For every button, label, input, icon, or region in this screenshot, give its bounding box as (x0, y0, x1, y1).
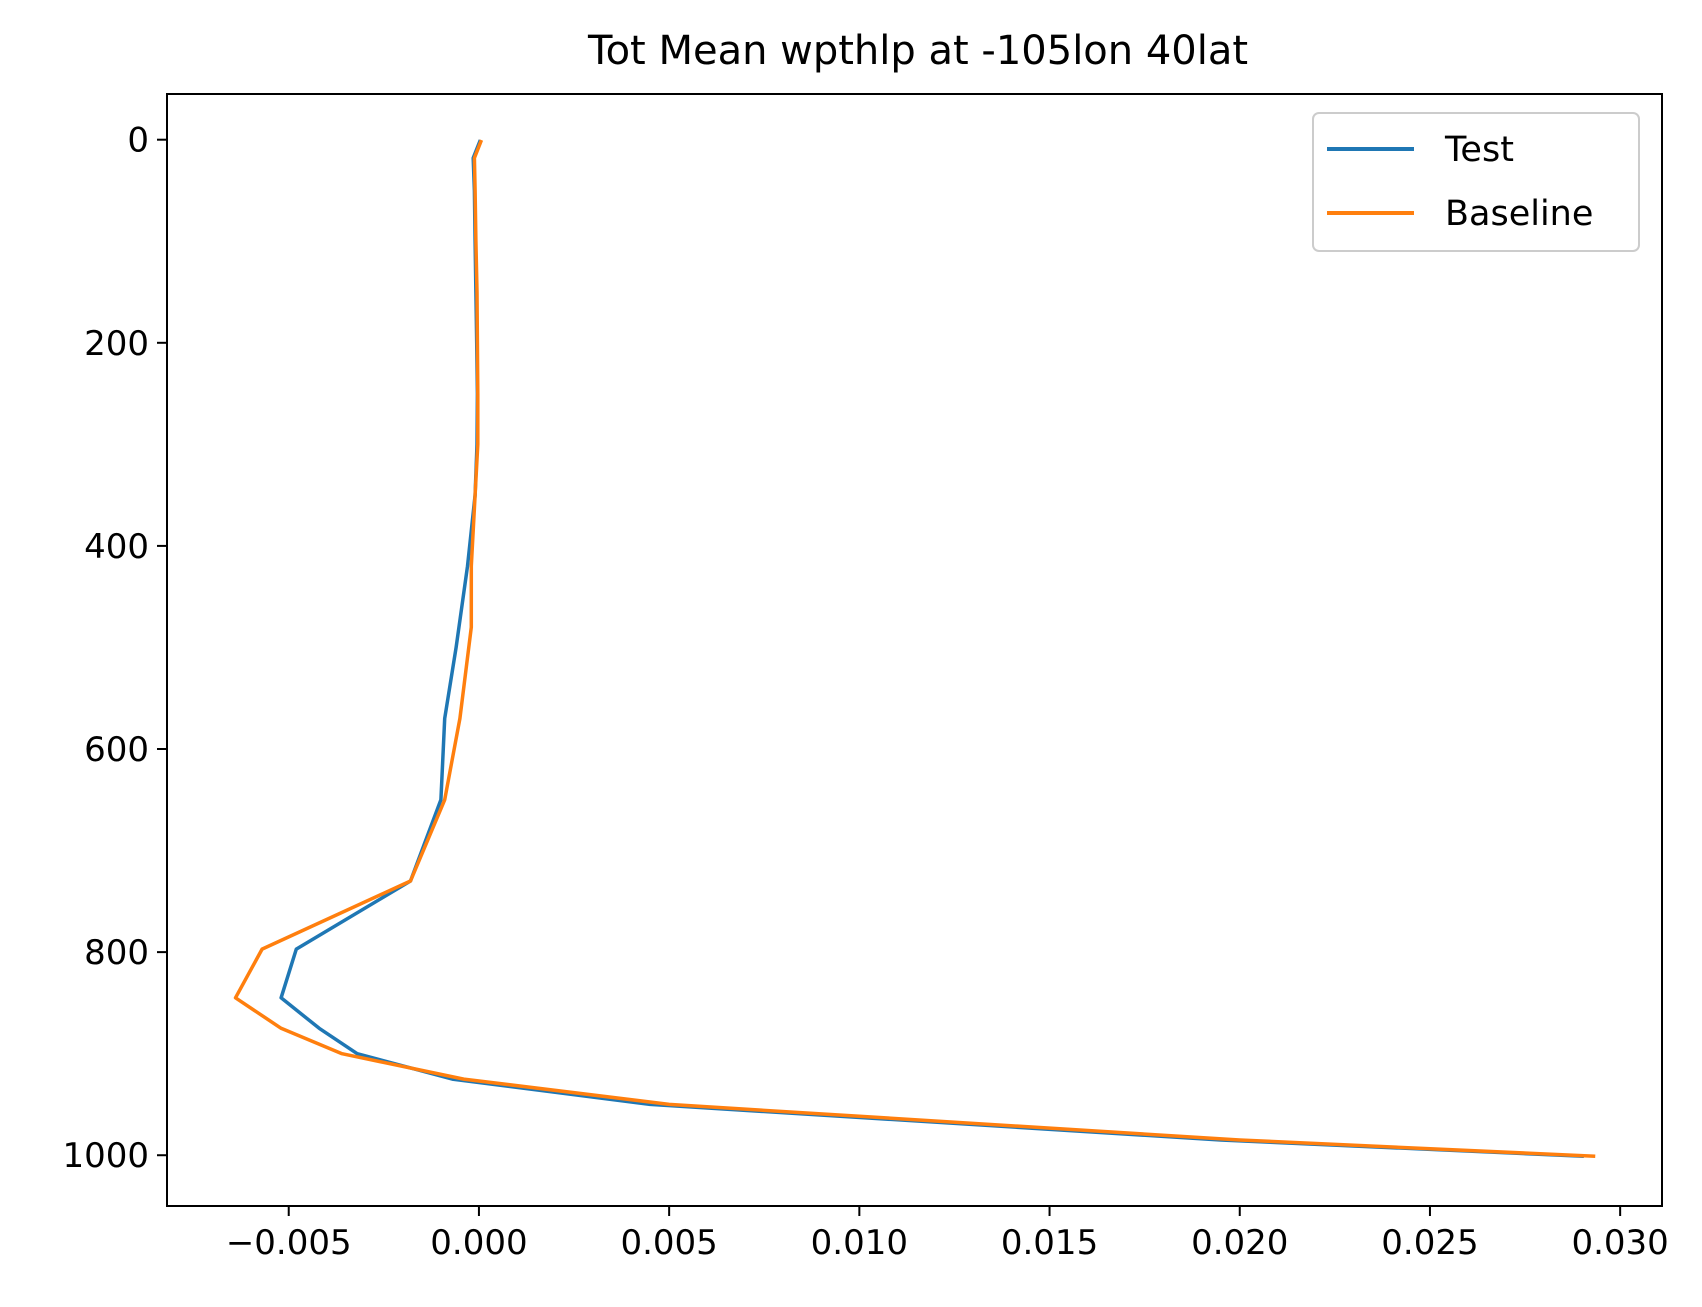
y-tick-label: 800 (84, 933, 149, 973)
chart-title: Tot Mean wpthlp at -105lon 40lat (587, 28, 1248, 74)
x-tick-label: 0.010 (811, 1223, 908, 1263)
x-tick-label: 0.030 (1571, 1223, 1668, 1263)
legend-label-test: Test (1444, 130, 1514, 170)
y-tick-label: 200 (84, 324, 149, 364)
x-tick-label: −0.005 (226, 1223, 352, 1263)
x-tick-label: 0.005 (620, 1223, 717, 1263)
plot-frame (166, 93, 1663, 1207)
y-tick-label: 0 (127, 121, 149, 161)
x-tick-label: 0.015 (1001, 1223, 1098, 1263)
x-tick-label: 0.020 (1191, 1223, 1288, 1263)
y-tick-label: 600 (84, 730, 149, 770)
plot-lines (233, 139, 1596, 1159)
x-axis: −0.005 0.000 0.005 0.010 0.015 0.020 0.025 0.03… (226, 1206, 1669, 1263)
legend-label-baseline: Baseline (1445, 194, 1593, 234)
y-axis: 0 200 400 600 800 1000 (62, 121, 167, 1176)
x-tick-label: 0.000 (430, 1223, 527, 1263)
x-tick-label: 0.025 (1381, 1223, 1478, 1263)
legend: Test Baseline (1312, 112, 1640, 252)
y-tick-label: 1000 (62, 1136, 149, 1176)
series-line-baseline (233, 139, 1596, 1159)
y-tick-label: 400 (84, 527, 149, 567)
